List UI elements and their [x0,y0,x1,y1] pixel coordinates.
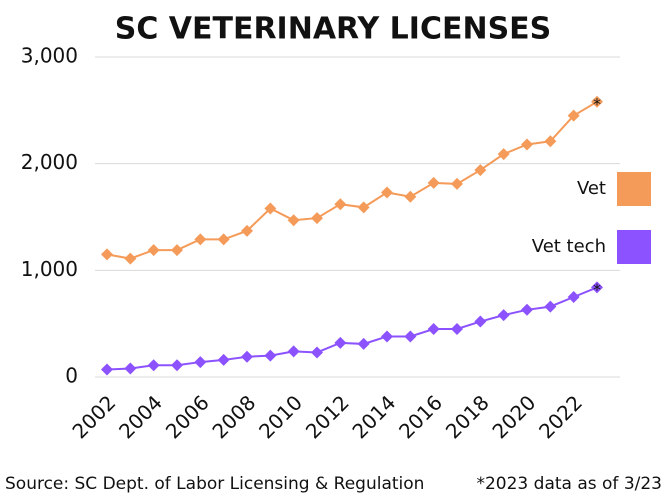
data-point [311,212,323,225]
legend-label: Vet tech [532,236,606,257]
data-point [427,176,440,189]
data-point [404,330,417,343]
y-tick-label: 1,000 [21,257,78,281]
x-tick-label: 2004 [114,390,167,443]
data-point [171,359,183,372]
data-point [217,353,230,366]
data-point [287,214,300,227]
y-tick-label: 2,000 [21,150,78,174]
data-point [474,164,487,177]
data-point [334,198,347,211]
legend-label: Vet [577,178,606,199]
data-point [567,109,580,122]
x-tick-label: 2008 [207,390,260,443]
data-point [474,315,487,328]
source-note: Source: SC Dept. of Labor Licensing & Re… [5,474,424,494]
data-point [264,202,277,215]
data-point [171,244,183,257]
data-point [451,323,463,335]
data-point [404,190,417,203]
legend-swatch [617,172,651,206]
data-point [334,336,347,349]
legend-swatch [617,230,651,264]
x-tick-label: 2012 [301,390,354,443]
x-tick-label: 2016 [394,390,447,443]
data-point [357,201,370,214]
series-line [106,100,598,260]
x-tick-label: 2018 [441,390,494,443]
data-point [521,138,533,151]
chart-title: SC VETERINARY LICENSES [115,12,552,47]
data-point [311,346,323,359]
data-point [287,345,300,358]
data-point [591,281,603,294]
data-point [194,233,207,246]
data-point [544,135,557,148]
x-tick-label: 2014 [347,390,400,443]
data-point [147,244,160,257]
x-tick-label: 2010 [254,390,307,443]
data-point [264,349,277,362]
data-point [357,337,370,350]
annotation: * [593,280,601,299]
data-point [147,359,160,372]
data-point [521,303,533,316]
data-point [124,252,137,265]
footnote: *2023 data as of 3/23 [476,474,662,494]
data-point [497,148,510,161]
y-tick-label: 0 [65,364,78,388]
data-point [381,330,393,343]
data-point [241,224,253,237]
data-point [194,356,207,369]
data-point [497,309,510,322]
x-tick-label: 2020 [487,390,540,443]
data-point [217,233,230,246]
series-line [106,286,598,371]
annotation: * [593,94,601,113]
data-point [381,186,393,199]
data-point [427,323,440,335]
data-point [101,248,113,261]
data-point [544,300,557,313]
data-point [101,363,113,376]
x-tick-label: 2022 [534,390,587,443]
data-point [124,362,137,375]
data-point [567,291,580,303]
data-point [241,350,253,363]
y-tick-label: 3,000 [21,44,78,68]
data-point [591,95,603,108]
x-tick-label: 2002 [67,390,120,443]
x-tick-label: 2006 [161,390,214,443]
data-point [451,177,463,190]
